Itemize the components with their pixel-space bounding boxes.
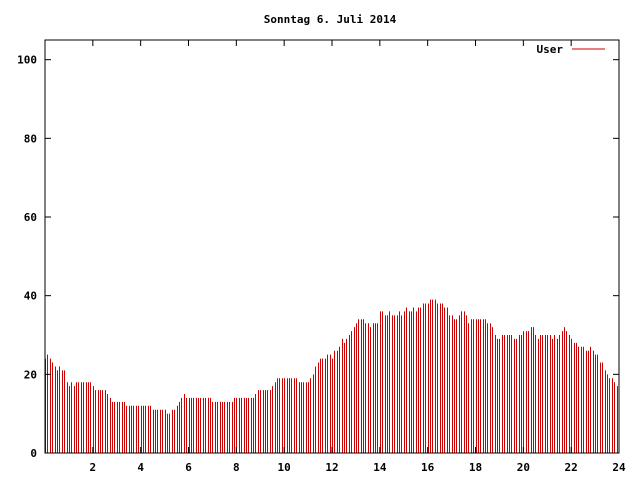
x-tick-label: 20 <box>517 461 530 474</box>
y-tick-label: 60 <box>24 211 37 224</box>
x-tick-label: 24 <box>612 461 626 474</box>
x-tick-label: 8 <box>233 461 240 474</box>
x-tick-label: 22 <box>565 461 578 474</box>
x-tick-label: 12 <box>325 461 338 474</box>
x-tick-label: 18 <box>469 461 482 474</box>
y-tick-label: 40 <box>24 290 37 303</box>
legend: User <box>537 43 605 56</box>
x-tick-label: 16 <box>421 461 435 474</box>
y-tick-label: 0 <box>30 447 37 460</box>
x-tick-label: 4 <box>137 461 144 474</box>
bars-group <box>45 299 618 453</box>
x-tick-label: 14 <box>373 461 387 474</box>
x-tick-label: 2 <box>90 461 97 474</box>
y-tick-label: 80 <box>24 132 37 145</box>
chart-title: Sonntag 6. Juli 2014 <box>264 13 397 26</box>
y-tick-label: 20 <box>24 368 37 381</box>
legend-label-user: User <box>537 43 564 56</box>
x-tick-label: 6 <box>185 461 192 474</box>
x-tick-label: 10 <box>278 461 291 474</box>
y-tick-label: 100 <box>17 54 37 67</box>
